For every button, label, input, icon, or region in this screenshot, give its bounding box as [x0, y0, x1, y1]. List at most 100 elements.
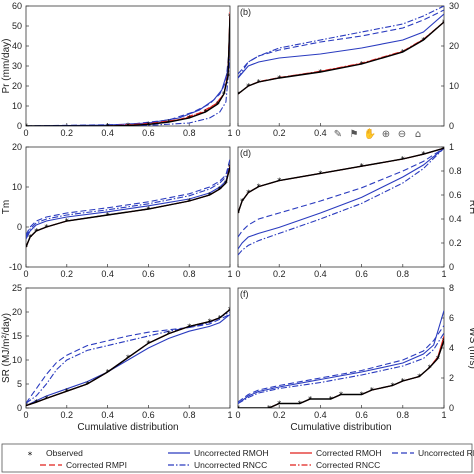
- plot-frame: [25, 5, 231, 127]
- series-line-uncorrected-rmoh: [238, 147, 444, 250]
- observed-point: *: [187, 114, 191, 123]
- observed-point: *: [236, 404, 240, 413]
- y-tick-label: 20: [449, 41, 459, 51]
- y-axis-label: Pr (mm/day): [1, 39, 12, 94]
- x-tick-label: 0.6: [355, 269, 368, 279]
- legend-item: Uncorrected RNCC: [168, 460, 267, 470]
- y-tick-label: 10: [12, 182, 22, 192]
- observed-point: *: [106, 211, 110, 220]
- series-line-uncorrected-rncc: [238, 147, 444, 256]
- y-tick-label: 5: [17, 379, 22, 389]
- plot-frame: [237, 146, 445, 268]
- zoom-out-icon[interactable]: ⊖: [398, 129, 406, 140]
- legend-label: Corrected RMPI: [66, 460, 127, 470]
- x-tick-label: 0: [235, 269, 240, 279]
- observed-point: *: [240, 197, 244, 206]
- legend-marker: *: [28, 451, 33, 461]
- legend-item: Corrected RMPI: [40, 460, 127, 470]
- observed-point: *: [360, 391, 364, 400]
- x-tick-label: 0.2: [61, 128, 74, 138]
- x-tick-label: 0.8: [397, 410, 410, 420]
- observed-point: *: [208, 191, 212, 200]
- series-line-uncorrected-rmoh: [238, 310, 444, 404]
- legend-item: Uncorrected RMPI: [392, 448, 474, 458]
- zoom-in-icon[interactable]: ⊕: [382, 129, 390, 140]
- y-tick-label: 4: [449, 343, 454, 353]
- brush-icon[interactable]: ✎: [334, 129, 342, 140]
- observed-point: *: [208, 318, 212, 327]
- y-axis-label: WS (m/s): [467, 327, 474, 369]
- observed-point: *: [222, 90, 226, 99]
- observed-point: *: [442, 18, 446, 27]
- series-group: * * * * * * * * *: [238, 6, 446, 99]
- legend-label: Uncorrected RMPI: [418, 448, 474, 458]
- x-tick-label: 1: [441, 269, 446, 279]
- home-icon[interactable]: ⌂: [415, 129, 421, 140]
- y-tick-label: 20: [12, 81, 22, 91]
- y-tick-label: 25: [12, 283, 22, 293]
- y-tick-label: 0: [449, 403, 454, 413]
- x-tick-label: 0.2: [61, 269, 74, 279]
- observed-point: *: [277, 74, 281, 83]
- observed-point: *: [106, 368, 110, 377]
- y-tick-label: 0: [449, 121, 454, 131]
- y-axis-label: SR (MJ/m²/day): [1, 313, 12, 383]
- y-tick-label: 0.8: [449, 166, 462, 176]
- x-tick-label: 0: [23, 410, 28, 420]
- x-tick-label: 1: [441, 410, 446, 420]
- observed-point: *: [167, 330, 171, 339]
- pan-icon[interactable]: ✋: [364, 127, 376, 140]
- observed-point: *: [126, 354, 130, 363]
- legend-label: Observed: [46, 448, 83, 458]
- observed-point: *: [65, 217, 69, 226]
- x-tick-label: 0.6: [355, 410, 368, 420]
- x-tick-label: 0.2: [273, 410, 286, 420]
- x-tick-label: 0: [235, 410, 240, 420]
- y-tick-label: 0.6: [449, 190, 462, 200]
- observed-point: *: [442, 144, 446, 153]
- observed-point: *: [85, 380, 89, 389]
- x-tick-label: 0.6: [142, 410, 155, 420]
- panel-4: 0 0.2 0.4 0.6 0.8 100.20.40.60.81RH(d)*******…: [235, 142, 474, 279]
- data-tip-icon[interactable]: ⚑: [350, 129, 359, 140]
- x-tick-label: 0: [23, 269, 28, 279]
- x-tick-label: 0.4: [101, 269, 114, 279]
- legend-item: Corrected RMOH: [290, 448, 382, 458]
- observed-point: *: [391, 382, 395, 391]
- series-line-uncorrected-rncc: [238, 6, 444, 79]
- observed-point: *: [308, 395, 312, 404]
- y-tick-label: 10: [12, 355, 22, 365]
- observed-point: *: [24, 243, 28, 252]
- observed-point: *: [218, 314, 222, 323]
- series-line-observed: [26, 309, 230, 407]
- series-group: * * * * * * * * * * * ****: [236, 310, 444, 413]
- x-tick-label: 0.6: [142, 269, 155, 279]
- observed-point: *: [360, 162, 364, 171]
- y-axis-label: RH: [467, 200, 474, 214]
- observed-point: *: [146, 120, 150, 129]
- y-tick-label: 6: [449, 313, 454, 323]
- x-tick-label: 0.4: [314, 410, 327, 420]
- observed-point: *: [298, 400, 302, 409]
- series-line-uncorrected-rmpi: [26, 41, 230, 126]
- observed-point: *: [318, 68, 322, 77]
- legend-item: Uncorrected RMOH: [168, 448, 269, 458]
- observed-point: *: [226, 72, 230, 81]
- observed-point: *: [421, 36, 425, 45]
- y-tick-label: 0.4: [449, 214, 462, 224]
- figure-toolbar: ✎ ⚑ ✋ ⊕ ⊖ ⌂: [334, 127, 421, 140]
- x-tick-label: 0.4: [101, 410, 114, 420]
- x-tick-label: 0.2: [61, 410, 74, 420]
- series-line-uncorrected-rncc: [26, 55, 230, 126]
- observed-point: *: [417, 373, 421, 382]
- observed-point: *: [146, 205, 150, 214]
- series-line-uncorrected-rmoh: [26, 166, 230, 240]
- series-group: **********: [238, 144, 446, 256]
- series-line-observed: [26, 166, 230, 248]
- y-tick-label: 10: [449, 81, 459, 91]
- x-tick-label: 1: [227, 128, 232, 138]
